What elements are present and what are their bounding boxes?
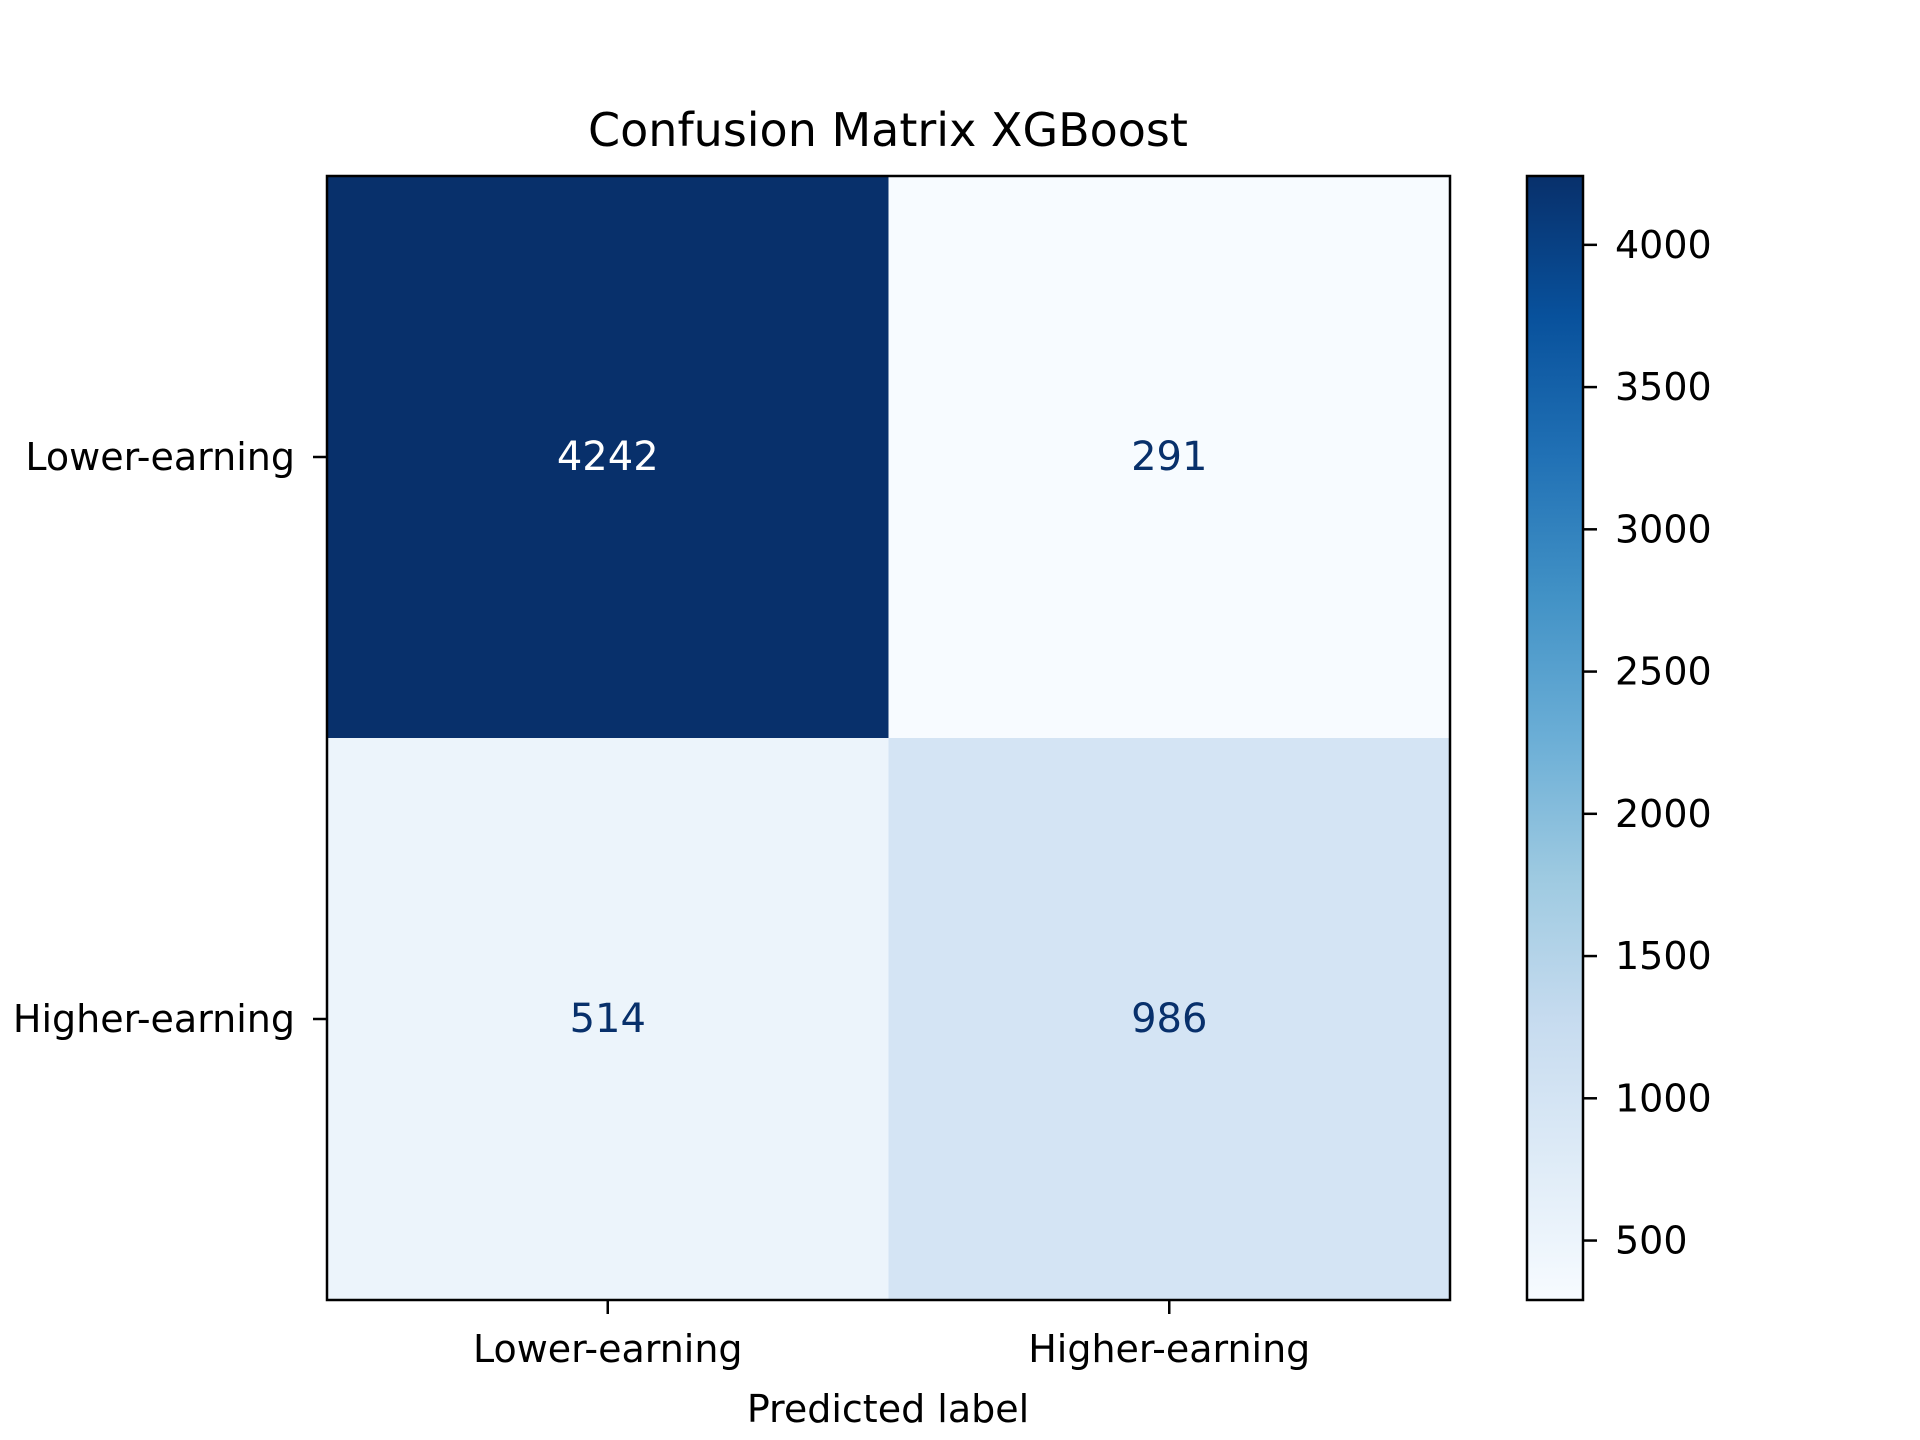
- plot-frame: [325, 174, 1452, 1302]
- matrix-cell: [327, 176, 889, 739]
- matrix-cell: [888, 176, 1451, 739]
- cell-value-label: 514: [570, 996, 646, 1042]
- matrix-cells: [327, 176, 1451, 1301]
- matrix-cell: [327, 738, 889, 1301]
- x-axis-label: Predicted label: [747, 1387, 1029, 1431]
- cell-value-label: 986: [1131, 996, 1207, 1042]
- colorbar-tick-label: 500: [1615, 1219, 1688, 1263]
- y-tick-label: Higher-earning: [13, 997, 295, 1041]
- colorbar-tick-label: 1000: [1615, 1076, 1712, 1120]
- colorbar-ticks: 500 1000 1500 2000 2500 3000 3500 4000: [1583, 223, 1712, 1263]
- cell-value-label: 4242: [557, 434, 659, 480]
- colorbar: [1525, 174, 1585, 1302]
- y-axis: Lower-earning Higher-earning: [13, 435, 327, 1041]
- colorbar-tick-label: 2000: [1615, 792, 1712, 836]
- colorbar-tick-label: 1500: [1615, 934, 1712, 978]
- matrix-cell: [888, 738, 1451, 1301]
- colorbar-tick-label: 3500: [1615, 365, 1712, 409]
- x-tick-label: Lower-earning: [473, 1327, 743, 1371]
- x-tick-label: Higher-earning: [1028, 1327, 1310, 1371]
- matrix-cell-labels: 4242 291 514 986: [557, 434, 1208, 1042]
- chart-title: Confusion Matrix XGBoost: [588, 103, 1188, 157]
- x-axis: Lower-earning Higher-earning: [473, 1300, 1310, 1371]
- colorbar-tick-label: 3000: [1615, 507, 1712, 551]
- colorbar-tick-label: 2500: [1615, 650, 1712, 694]
- y-tick-label: Lower-earning: [25, 435, 295, 479]
- colorbar-tick-label: 4000: [1615, 223, 1712, 267]
- cell-value-label: 291: [1131, 434, 1207, 480]
